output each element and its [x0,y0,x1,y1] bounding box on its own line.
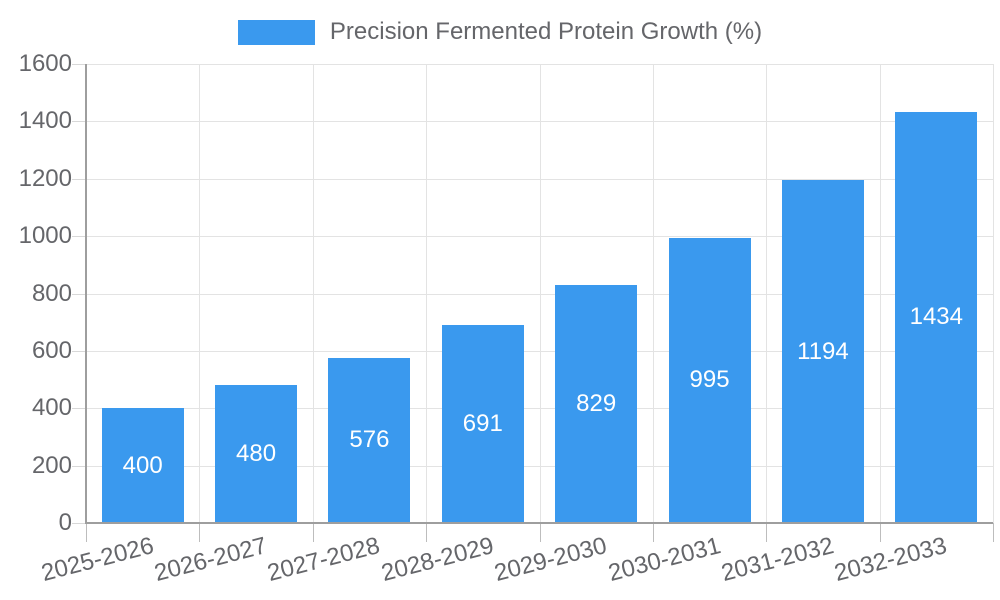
y-axis-tick [72,350,86,352]
bar-value-label: 480 [236,440,277,468]
bar[interactable]: 400 [101,408,184,523]
y-axis-tick [72,293,86,295]
bar-value-label: 400 [122,451,163,479]
x-axis-tick [993,523,994,542]
y-axis-tick-label: 600 [31,336,72,364]
y-gridline [86,64,993,65]
y-gridline [86,236,993,238]
legend-item[interactable]: Precision Fermented Protein Growth (%) [0,17,1000,47]
y-axis-tick [72,236,86,238]
legend-label: Precision Fermented Protein Growth (%) [329,18,763,45]
x-axis-tick [653,523,654,542]
bar-value-label: 829 [576,390,617,418]
y-axis-tick-label: 200 [31,451,72,479]
x-gridline [199,64,200,523]
x-axis-tick [426,523,427,542]
x-axis-tick [199,523,200,542]
y-axis-tick [72,408,86,410]
y-gridline [86,293,993,295]
bar-value-label: 576 [349,426,390,454]
y-axis-tick [72,465,86,467]
plot-area: 400 480 576 691 829 995 1194 1434 [86,64,994,523]
y-axis-tick [72,64,86,65]
y-axis-tick [72,178,86,180]
x-gridline [540,64,541,523]
bar-value-label: 691 [462,409,503,437]
y-axis-line [85,64,87,524]
bar[interactable]: 1434 [895,111,978,523]
y-axis-tick-label: 800 [31,279,72,307]
x-axis-tick [766,523,767,542]
y-axis-tick-label: 1000 [18,222,72,250]
y-axis-tick [72,121,86,123]
y-axis-tick [72,523,86,524]
y-axis-tick-label: 1400 [18,107,72,135]
bar[interactable]: 691 [441,324,524,523]
y-gridline [86,350,993,352]
bar[interactable]: 480 [215,385,298,523]
y-axis-tick-label: 400 [31,394,72,422]
y-axis-tick-label: 1600 [18,50,72,77]
x-gridline [313,64,314,523]
bar-value-label: 995 [689,366,730,394]
x-gridline [880,64,881,523]
legend-swatch [237,19,315,45]
x-axis-tick [313,523,314,542]
y-axis-tick-label: 1200 [18,164,72,192]
y-gridline [86,178,993,180]
x-gridline [426,64,427,523]
x-axis-tick [880,523,881,542]
y-gridline [86,465,993,467]
y-axis-tick-label: 0 [58,509,72,536]
bar[interactable]: 995 [668,237,751,523]
x-gridline [993,64,994,523]
y-gridline [86,408,993,410]
bar[interactable]: 576 [328,357,411,523]
x-axis-tick [540,523,541,542]
x-gridline [766,64,767,523]
x-axis-line [85,522,993,524]
bar[interactable]: 1194 [781,180,864,523]
x-gridline [653,64,654,523]
bar[interactable]: 829 [555,285,638,523]
x-axis-tick [86,523,87,542]
bar-value-label: 1434 [909,303,963,331]
bar-value-label: 1194 [797,337,849,365]
y-gridline [86,121,993,123]
